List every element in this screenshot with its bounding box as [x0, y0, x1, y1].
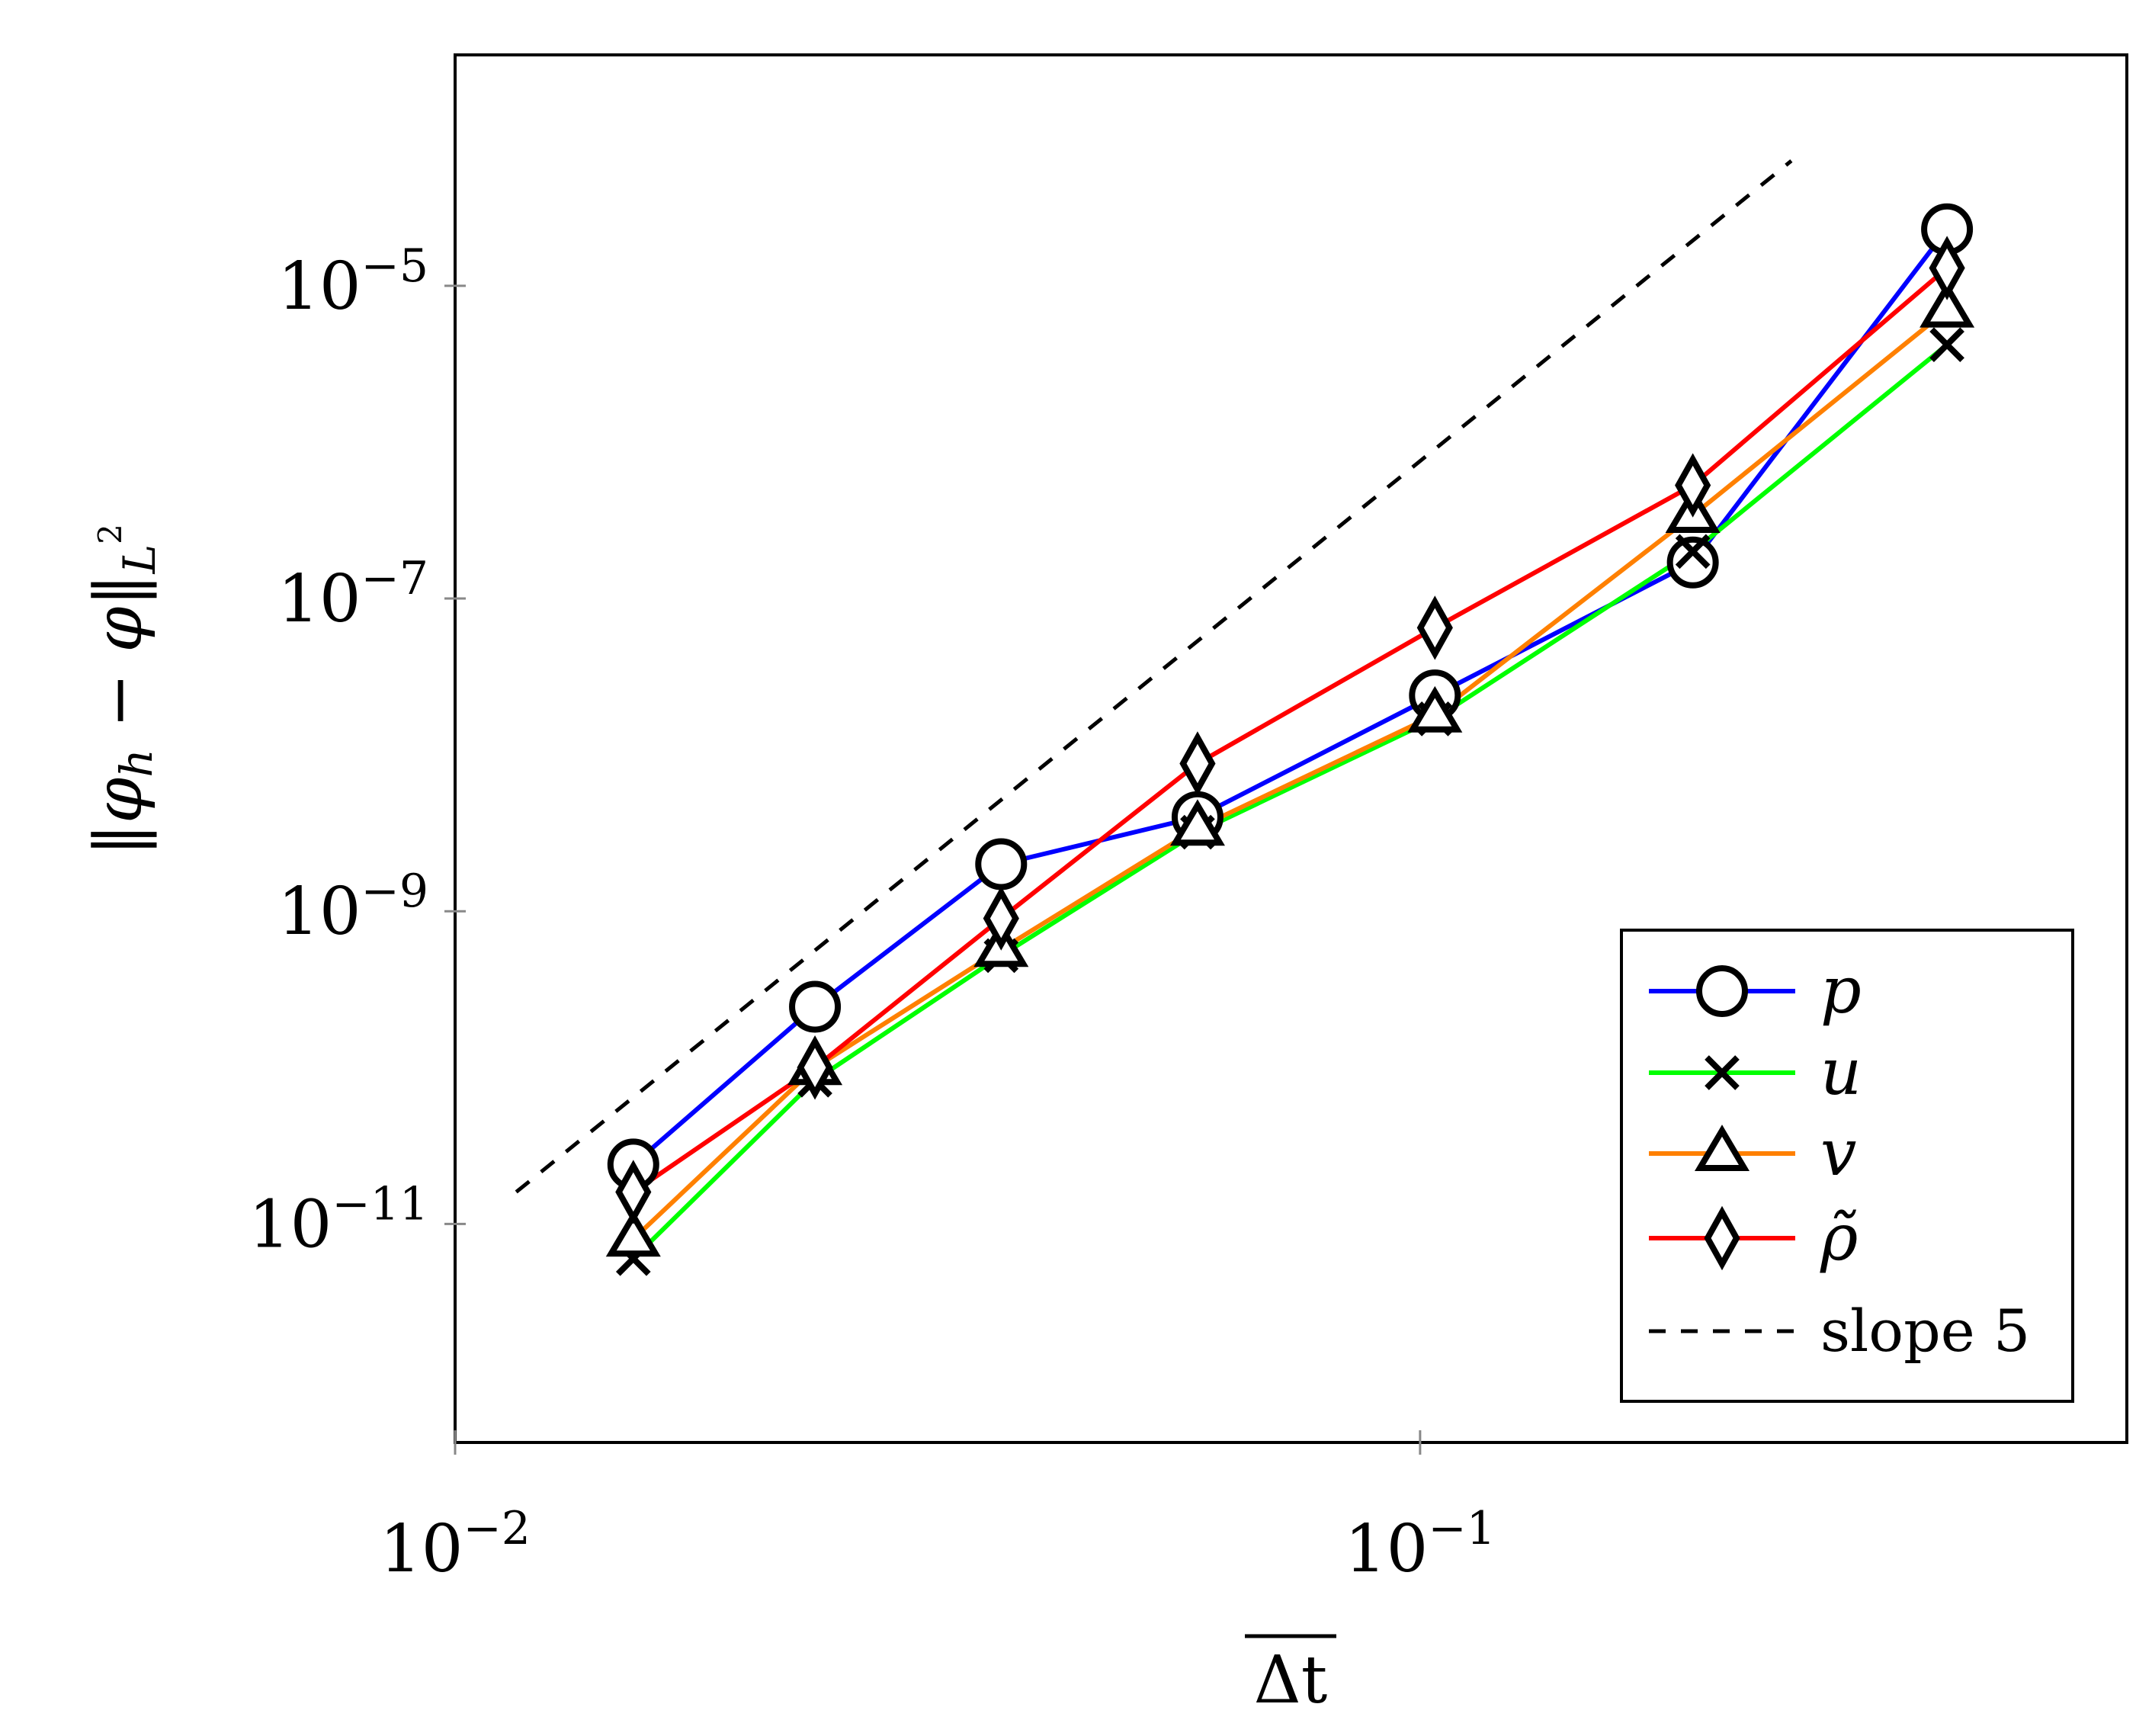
y-label-phi: φ	[81, 606, 157, 652]
x-label-delta-t: Δt	[1254, 1642, 1328, 1718]
series-layer	[605, 203, 1975, 1276]
data-point-triangle	[1169, 799, 1225, 846]
legend-label: v	[1820, 1115, 1856, 1190]
plot-area-frame	[454, 53, 2128, 1444]
svg-text:Δt: Δt	[1254, 1642, 1328, 1718]
y-tick-label: 10−7	[277, 552, 428, 637]
y-label-norm-open: ‖	[81, 823, 157, 856]
legend: puv ρ̃ slope 5	[1620, 929, 2074, 1403]
data-point-cross	[1675, 534, 1711, 570]
legend-marker-cross	[1705, 1055, 1740, 1090]
data-point-diamond	[1416, 595, 1453, 660]
y-label-superscript-2: 2	[91, 524, 129, 544]
data-point-diamond	[615, 1160, 652, 1224]
legend-entries: puv ρ̃ slope 5	[1649, 953, 2030, 1365]
data-point-triangle	[1407, 685, 1463, 733]
data-point-diamond	[1675, 453, 1711, 518]
legend-marker-circle	[1696, 965, 1748, 1017]
legend-label: ρ̃	[1820, 1200, 1858, 1275]
legend-label: u	[1820, 1035, 1862, 1109]
series-markers	[605, 203, 1975, 1276]
y-tick-label: 10−11	[249, 1177, 428, 1263]
legend-marker-triangle	[1694, 1125, 1750, 1171]
data-point-circle	[1666, 536, 1719, 589]
x-axis-label: Δt	[1245, 1634, 1336, 1718]
x-tick-label: 10−2	[380, 1502, 531, 1587]
data-point-diamond	[797, 1035, 833, 1100]
data-point-circle	[789, 980, 842, 1033]
svg-text:‖φh − φ‖L2: ‖φh − φ‖L2	[81, 524, 165, 856]
data-point-diamond	[1179, 731, 1216, 796]
data-point-triangle	[1919, 281, 1975, 328]
y-tick-label: 10−9	[277, 865, 428, 950]
data-point-triangle	[605, 1210, 661, 1257]
x-axis-ticks: 10−2 10−1	[380, 1430, 1496, 1587]
data-point-diamond	[1929, 236, 1965, 300]
legend-box	[1620, 929, 2074, 1403]
data-point-cross	[1929, 327, 1964, 363]
y-axis-ticks: 10−5 10−7 10−9 10−11	[249, 239, 466, 1263]
legend-marker-diamond	[1704, 1205, 1740, 1271]
y-label-minus: −	[81, 673, 157, 728]
y-label-phi-h: φ	[81, 778, 157, 823]
data-point-circle	[975, 838, 1028, 890]
legend-label-reference: slope 5	[1820, 1297, 2030, 1365]
legend-label: p	[1820, 953, 1862, 1028]
x-tick-label: 10−1	[1345, 1502, 1496, 1587]
y-label-norm-close: ‖	[81, 573, 157, 606]
y-tick-label: 10−5	[277, 239, 428, 325]
y-label-subscript-h: h	[111, 749, 162, 777]
y-label-subscript-L: L	[114, 544, 165, 575]
data-point-diamond	[983, 886, 1019, 951]
y-axis-label: ‖φh − φ‖L2	[81, 524, 165, 856]
